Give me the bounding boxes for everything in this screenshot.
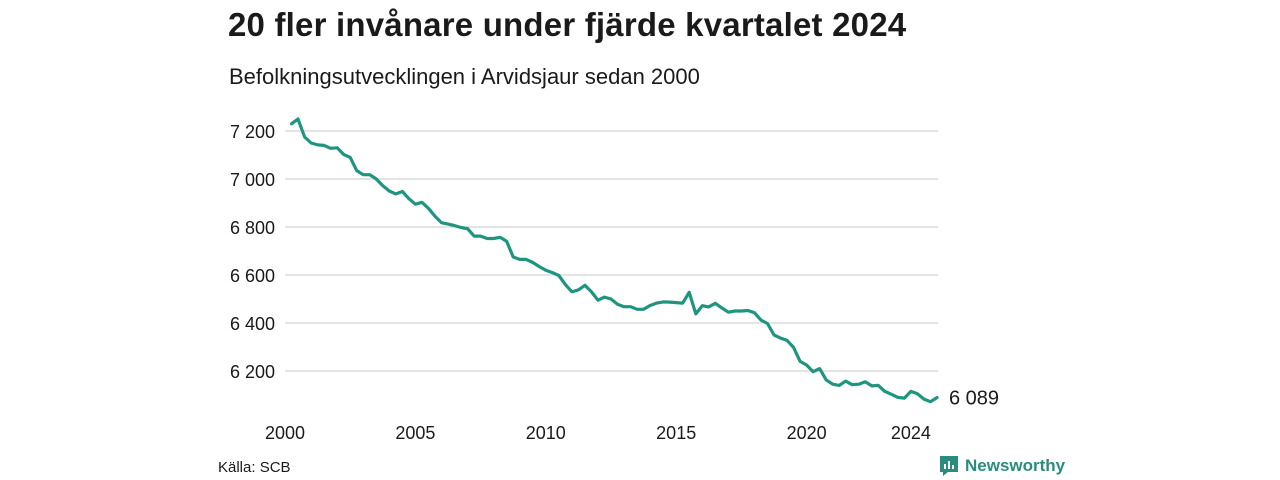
brand-name: Newsworthy [965, 456, 1066, 475]
y-tick-label: 6 400 [230, 314, 275, 334]
y-tick-label: 7 000 [230, 170, 275, 190]
x-axis-ticks: 2000 2005 2010 2015 2020 2024 [265, 423, 931, 443]
x-tick-label: 2024 [891, 423, 931, 443]
y-tick-label: 6 600 [230, 266, 275, 286]
annotation-layer: 6 089 [949, 388, 999, 410]
x-tick-label: 2000 [265, 423, 305, 443]
y-tick-label: 6 200 [230, 362, 275, 382]
source-note: Källa: SCB [218, 459, 291, 476]
end-value-label: 6 089 [949, 388, 999, 410]
x-tick-label: 2005 [395, 423, 435, 443]
chart-subtitle: Befolkningsutvecklingen i Arvidsjaur sed… [229, 64, 700, 89]
series-line [289, 117, 939, 404]
series-layer [289, 117, 939, 404]
gridlines [285, 130, 938, 372]
chart-title: 20 fler invånare under fjärde kvartalet … [228, 6, 907, 43]
y-tick-label: 7 200 [230, 122, 275, 142]
x-tick-label: 2010 [526, 423, 566, 443]
x-tick-label: 2020 [787, 423, 827, 443]
y-axis-ticks: 6 200 6 400 6 600 6 800 7 000 7 200 [230, 122, 275, 382]
brand-logo[interactable]: Newsworthy [939, 455, 1065, 477]
newsworthy-logo-icon [940, 456, 958, 476]
x-tick-label: 2015 [656, 423, 696, 443]
y-tick-label: 6 800 [230, 218, 275, 238]
